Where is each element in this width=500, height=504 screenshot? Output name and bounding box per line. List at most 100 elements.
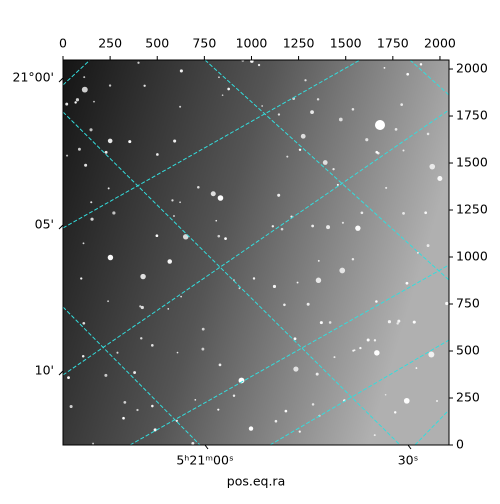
star [375, 120, 385, 130]
star [304, 79, 307, 82]
dec-tick [58, 77, 64, 83]
star [306, 302, 310, 306]
star [366, 338, 370, 342]
star [336, 183, 339, 186]
star [353, 349, 356, 352]
x-tick-label: 1750 [377, 36, 409, 51]
star [104, 150, 108, 154]
stars [65, 60, 449, 445]
star [156, 153, 159, 156]
star [257, 63, 261, 67]
star [155, 234, 159, 238]
ra-tick-label: 5ʰ21ᵐ00ˢ [176, 453, 233, 468]
star [429, 163, 436, 170]
star [107, 300, 110, 303]
star [167, 259, 173, 264]
y-tick-label: 0 [456, 437, 464, 452]
star [137, 61, 140, 64]
dec-tick [58, 224, 64, 230]
y-tick-label: 1250 [456, 202, 488, 217]
x-tick-label: 250 [98, 36, 122, 51]
star [82, 242, 85, 245]
star [227, 87, 230, 91]
star [272, 284, 277, 289]
ra-tick [407, 444, 412, 450]
star [108, 84, 112, 87]
star [221, 94, 224, 96]
star [167, 308, 170, 310]
x-axis-label: pos.eq.ra [227, 474, 285, 489]
star [90, 201, 93, 204]
star [375, 150, 379, 154]
dec-tick [58, 370, 64, 376]
ra-tick-label: 30ˢ [398, 453, 419, 468]
star [65, 102, 69, 106]
star [179, 201, 181, 204]
star [360, 211, 364, 215]
star [402, 149, 405, 152]
dec-grid-line [63, 60, 449, 445]
star [171, 199, 174, 202]
x-tick-label: 1500 [330, 36, 362, 51]
star [375, 300, 378, 303]
star [224, 237, 227, 241]
star [271, 225, 275, 228]
x-tick-label: 2000 [424, 36, 456, 51]
star [104, 373, 108, 377]
star [374, 350, 380, 356]
star [250, 60, 254, 63]
star [322, 160, 328, 165]
star [351, 108, 355, 111]
star [316, 98, 320, 101]
star [397, 319, 401, 323]
dec-tick-label: 10' [35, 363, 54, 378]
star [333, 356, 336, 359]
star [261, 105, 263, 107]
star [133, 371, 137, 374]
star [75, 98, 80, 102]
star [107, 187, 110, 190]
star [238, 377, 245, 384]
star [218, 76, 220, 79]
star [89, 128, 93, 132]
star [283, 303, 286, 307]
y-tick-label: 500 [456, 343, 480, 358]
star [338, 117, 343, 122]
ra-tick [204, 444, 209, 450]
star [332, 168, 335, 171]
star [66, 154, 69, 157]
star [385, 186, 388, 189]
star [215, 219, 218, 222]
star [128, 140, 132, 144]
star [69, 404, 73, 409]
star [437, 175, 443, 182]
star [151, 404, 154, 408]
star [191, 441, 195, 445]
star [424, 211, 428, 215]
star [284, 409, 288, 413]
star [286, 155, 289, 158]
star [84, 163, 88, 167]
star [122, 416, 125, 420]
star [232, 394, 236, 397]
dec-tick-label: 05' [35, 217, 54, 232]
x-tick-label: 0 [59, 36, 67, 51]
x-tick-label: 1000 [236, 36, 268, 51]
star [153, 428, 157, 432]
y-tick-label: 1750 [456, 108, 488, 123]
star [252, 277, 256, 280]
star [92, 442, 94, 445]
star [319, 321, 323, 325]
sky-image [63, 60, 449, 445]
star [310, 110, 314, 115]
star [387, 320, 392, 324]
world-grid [63, 60, 449, 445]
star [81, 354, 85, 358]
star [326, 225, 331, 230]
star [140, 305, 144, 310]
star [400, 103, 404, 106]
star [384, 393, 387, 396]
star [405, 281, 409, 285]
star [83, 76, 86, 79]
